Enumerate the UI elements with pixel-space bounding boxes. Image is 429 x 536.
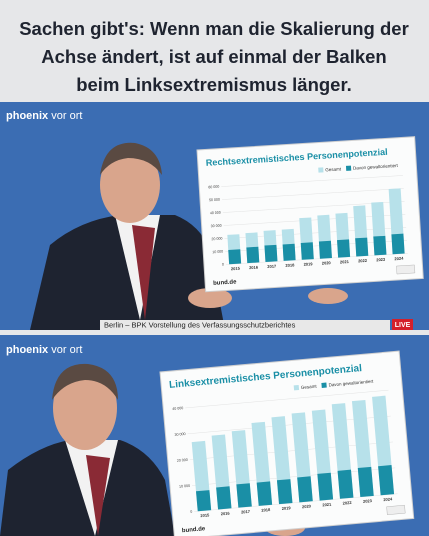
legend-label: Davon gewaltorientiert	[328, 379, 374, 388]
y-tick-label: 40 000	[210, 211, 221, 216]
bar	[236, 483, 252, 508]
bar	[355, 237, 369, 257]
bar	[256, 481, 273, 506]
y-tick-label: 10 000	[179, 484, 190, 489]
suit	[30, 215, 225, 330]
bar	[391, 233, 405, 255]
x-tick-label: 2020	[302, 503, 312, 509]
logo: phoenix vor ort	[6, 344, 82, 356]
bar	[317, 472, 334, 501]
x-tick-label: 2024	[394, 256, 404, 262]
bar	[337, 469, 354, 499]
y-tick-label: 20 000	[211, 237, 222, 242]
x-tick-label: 2021	[322, 502, 332, 508]
bar	[300, 242, 314, 260]
x-tick-label: 2016	[221, 510, 231, 516]
legend-swatch	[321, 382, 327, 388]
caption-line: Sachen gibt's: Wenn man die Skalierung d…	[19, 18, 409, 39]
legend-label: Gesamt	[301, 384, 318, 390]
grid-line	[222, 188, 404, 200]
head	[100, 147, 160, 223]
live-badge	[392, 319, 413, 330]
y-tick-label: 50 000	[209, 198, 220, 203]
x-tick-label: 2018	[285, 262, 295, 268]
y-tick-label: 10 000	[212, 250, 223, 255]
source: bund.de	[213, 279, 237, 286]
source: bund.de	[182, 526, 206, 534]
bar	[337, 239, 351, 258]
bar	[378, 465, 395, 496]
logo-brand: phoenix	[6, 110, 49, 122]
logo: phoenix vor ort	[6, 110, 82, 122]
tie	[132, 225, 155, 320]
bar	[228, 249, 242, 265]
y-tick-label: 40 000	[172, 406, 183, 411]
caption-line: Achse ändert, ist auf einmal der Balken	[41, 46, 386, 67]
y-tick-label: 30 000	[174, 432, 185, 437]
x-tick-label: 2022	[358, 258, 368, 264]
caption-line: beim Linksextremismus länger.	[76, 74, 352, 95]
y-tick-label: 20 000	[177, 458, 188, 463]
y-tick-label: 60 000	[208, 185, 219, 190]
x-tick-label: 2021	[340, 259, 350, 265]
divider	[0, 330, 429, 335]
bar	[276, 479, 293, 505]
bar	[216, 486, 232, 510]
bar	[246, 246, 260, 264]
bar	[297, 476, 313, 503]
x-tick-label: 2017	[241, 509, 251, 515]
logo-brand: phoenix	[6, 344, 49, 356]
x-tick-label: 2016	[249, 265, 259, 271]
y-tick-label: 30 000	[211, 224, 222, 229]
x-tick-label: 2020	[322, 260, 332, 266]
logo-program: vor ort	[51, 344, 82, 356]
hand	[188, 288, 232, 308]
grid-line	[221, 175, 403, 187]
board: Linksextremistisches PersonenpotenzialGe…	[159, 350, 415, 536]
head	[53, 366, 117, 450]
bar	[196, 490, 212, 512]
caption-bg	[0, 0, 429, 102]
lower-third	[100, 320, 390, 330]
hair	[52, 363, 118, 400]
x-tick-label: 2015	[231, 266, 241, 272]
board: Rechtsextremistisches PersonenpotenzialG…	[196, 136, 424, 293]
bar	[264, 244, 278, 263]
x-tick-label: 2023	[363, 498, 373, 504]
x-tick-label: 2023	[376, 257, 386, 263]
bar	[373, 235, 387, 256]
x-tick-label: 2017	[267, 263, 277, 269]
x-tick-label: 2019	[281, 505, 291, 511]
legend-label: Gesamt	[325, 166, 342, 172]
bar	[282, 243, 296, 261]
x-tick-label: 2018	[261, 507, 271, 513]
legend-swatch	[345, 165, 352, 171]
y-tick-label: 0	[222, 263, 224, 267]
grid-line	[185, 389, 389, 409]
x-tick-label: 2015	[200, 512, 210, 518]
legend-label: Davon gewaltorientiert	[353, 163, 399, 171]
legend-swatch	[293, 384, 300, 391]
bar	[318, 240, 332, 259]
logo-program: vor ort	[51, 110, 82, 122]
x-tick-label: 2022	[342, 500, 352, 506]
tie	[86, 455, 110, 536]
hand	[308, 288, 348, 304]
y-tick-label: 0	[190, 510, 192, 514]
live-text: LIVE	[395, 322, 411, 329]
x-tick-label: 2024	[383, 496, 393, 502]
legend-swatch	[318, 167, 324, 173]
x-tick-label: 2019	[303, 261, 313, 267]
lower-third-text: Berlin – BPK Vorstellung des Verfassungs…	[104, 320, 296, 329]
emblem	[386, 504, 406, 515]
bar	[357, 466, 374, 498]
emblem	[396, 264, 416, 275]
hair	[100, 142, 162, 175]
